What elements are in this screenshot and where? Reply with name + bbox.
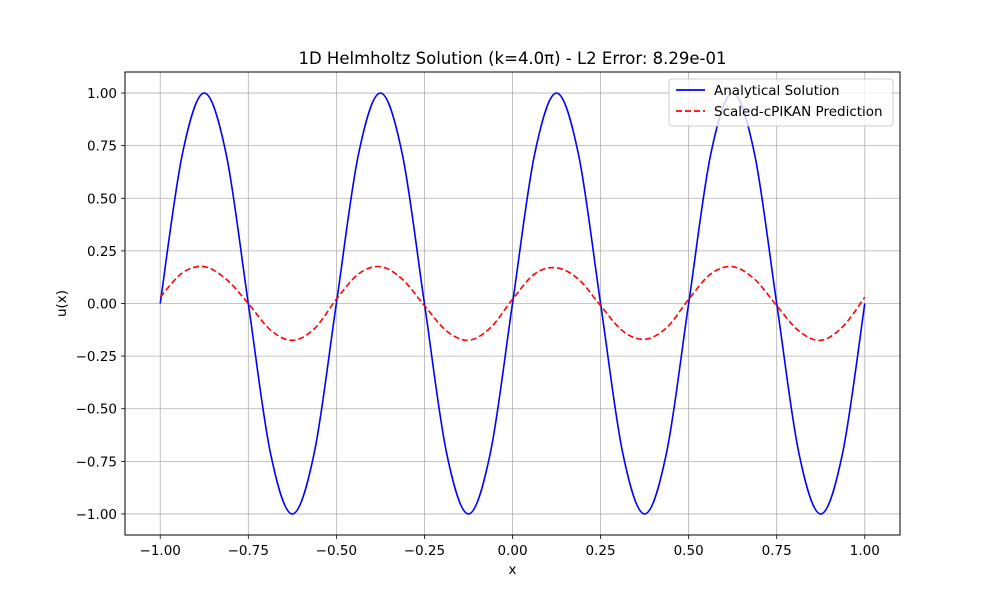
y-axis-ticks: −1.00 −0.75 −0.50 −0.25 0.00 0.25 0.50 0.75 1.00 [76,86,125,523]
y-tick-label: −0.75 [76,454,117,470]
y-tick-label: 0.50 [87,191,117,207]
legend-box [668,78,894,127]
x-axis-ticks: −1.00 −0.75 −0.50 −0.25 0.00 0.25 0.50 0.75 1.00 [140,535,880,559]
x-tick-label: −0.75 [228,543,269,559]
y-tick-label: 1.00 [87,86,117,102]
plot-lines [159,92,866,515]
x-tick-label: −0.25 [404,543,445,559]
series-line-analytical [159,92,866,515]
legend: Analytical Solution Scaled-cPIKAN Predic… [668,78,894,127]
x-tick-label: 1.00 [850,543,880,559]
x-tick-label: −0.50 [316,543,357,559]
x-axis-label: x [509,562,517,578]
x-tick-label: 0.25 [586,543,616,559]
y-tick-label: −0.50 [76,402,117,418]
x-tick-label: 0.50 [674,543,704,559]
x-tick-label: 0.00 [497,543,527,559]
y-tick-label: 0.00 [87,297,117,313]
legend-label-analytical: Analytical Solution [714,83,840,99]
y-axis-label: u(x) [54,290,70,317]
y-tick-label: 0.25 [87,244,117,260]
series-line-prediction [159,265,866,342]
x-tick-label: 0.75 [762,543,792,559]
y-tick-label: −1.00 [76,507,117,523]
x-tick-label: −1.00 [140,543,181,559]
y-tick-label: 0.75 [87,139,117,155]
legend-label-prediction: Scaled-cPIKAN Prediction [714,104,883,120]
y-tick-label: −0.25 [76,349,117,365]
chart-title: 1D Helmholtz Solution (k=4.0π) - L2 Erro… [298,49,726,68]
